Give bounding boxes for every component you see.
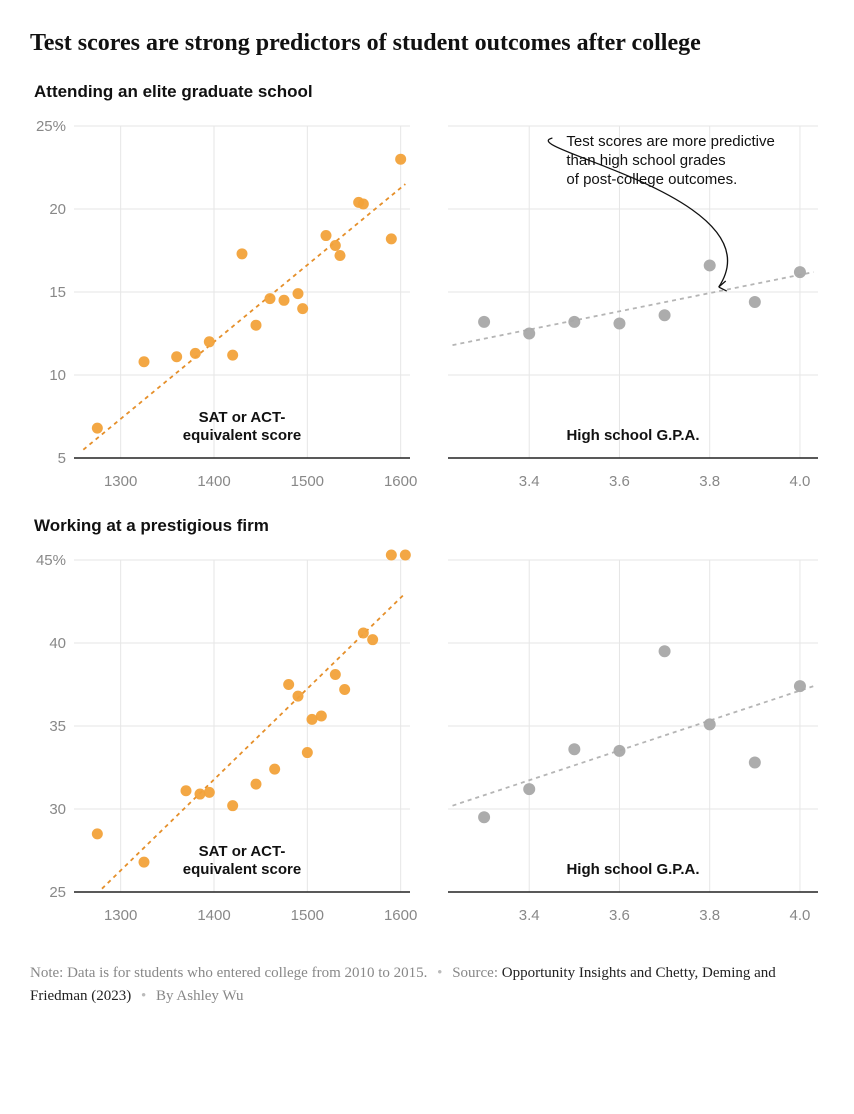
svg-text:1500: 1500 (291, 907, 324, 924)
svg-text:3.6: 3.6 (609, 473, 630, 490)
svg-text:SAT or ACT-: SAT or ACT- (199, 843, 286, 860)
svg-text:35: 35 (49, 718, 66, 735)
svg-text:3.4: 3.4 (519, 473, 540, 490)
svg-text:30: 30 (49, 801, 66, 818)
svg-text:3.8: 3.8 (699, 907, 720, 924)
row-title-firm: Working at a prestigious firm (34, 516, 824, 536)
svg-text:5: 5 (58, 450, 66, 467)
svg-text:3.4: 3.4 (519, 907, 540, 924)
svg-text:40: 40 (49, 635, 66, 652)
svg-text:25: 25 (49, 884, 66, 901)
source-label: Source: (452, 965, 498, 981)
chart-gpa-firm: 3.4 3.6 3.8 4.0 High school G.P.A. (438, 542, 826, 942)
svg-text:25%: 25% (36, 118, 66, 135)
chart-gpa-elite: 3.4 3.6 3.8 4.0 High school G.P.A. Test score… (438, 108, 826, 508)
svg-text:4.0: 4.0 (790, 907, 811, 924)
svg-text:1300: 1300 (104, 473, 137, 490)
svg-text:45%: 45% (36, 552, 66, 569)
byline: By Ashley Wu (156, 988, 243, 1004)
svg-text:20: 20 (49, 201, 66, 218)
svg-text:4.0: 4.0 (790, 473, 811, 490)
headline: Test scores are strong predictors of stu… (30, 28, 824, 58)
annotation-text: of post-college outcomes. (566, 171, 737, 188)
separator-dot: • (431, 965, 448, 981)
svg-text:1600: 1600 (384, 473, 417, 490)
svg-text:1600: 1600 (384, 907, 417, 924)
svg-text:10: 10 (49, 367, 66, 384)
chart-sat-elite: 5 10 15 20 25% 1300 1400 1500 1600 SAT or ACT-equ… (30, 108, 418, 508)
svg-text:High school G.P.A.: High school G.P.A. (566, 861, 699, 878)
row-title-elite: Attending an elite graduate school (34, 82, 824, 102)
annotation-text: Test scores are more predictive (566, 133, 774, 150)
svg-text:1300: 1300 (104, 907, 137, 924)
svg-text:SAT or ACT-: SAT or ACT- (199, 409, 286, 426)
note-text: Data is for students who entered college… (67, 965, 427, 981)
footnote: Note: Data is for students who entered c… (30, 962, 824, 1009)
svg-text:1500: 1500 (291, 473, 324, 490)
chart-sat-firm: 25 30 35 40 45% 1300 1400 1500 1600 SAT or ACT-eq… (30, 542, 418, 942)
svg-text:15: 15 (49, 284, 66, 301)
svg-text:equivalent score: equivalent score (183, 427, 301, 444)
svg-text:3.6: 3.6 (609, 907, 630, 924)
separator-dot: • (135, 988, 152, 1004)
svg-text:1400: 1400 (197, 473, 230, 490)
svg-text:1400: 1400 (197, 907, 230, 924)
svg-text:High school G.P.A.: High school G.P.A. (566, 427, 699, 444)
svg-text:equivalent score: equivalent score (183, 861, 301, 878)
svg-text:3.8: 3.8 (699, 473, 720, 490)
note-label: Note: (30, 965, 63, 981)
